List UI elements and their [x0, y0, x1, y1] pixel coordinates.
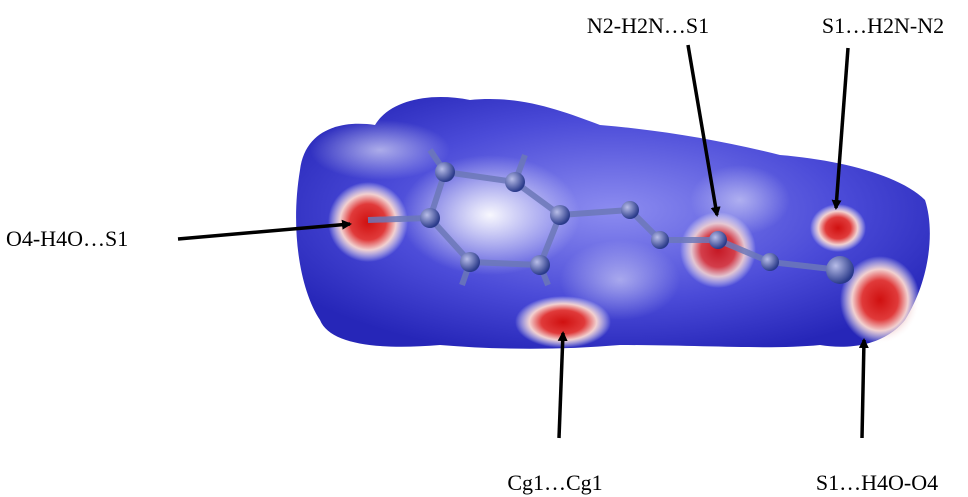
figure: N2-H2N…S1 S1…H2N-N2 O4-H4O…S1 Cg1…Cg1 S1…: [0, 0, 968, 497]
label: S1…H4O-O4: [816, 470, 938, 495]
hirshfeld-surface: [296, 97, 930, 349]
label: S1…H2N-N2: [822, 13, 944, 38]
page: N2-H2N…S1 S1…H2N-N2 O4-H4O…S1 Cg1…Cg1 S1…: [0, 0, 968, 497]
label: N2-H2N…S1: [587, 13, 709, 38]
label: Cg1…Cg1: [507, 470, 602, 495]
label: O4-H4O…S1: [6, 226, 128, 251]
